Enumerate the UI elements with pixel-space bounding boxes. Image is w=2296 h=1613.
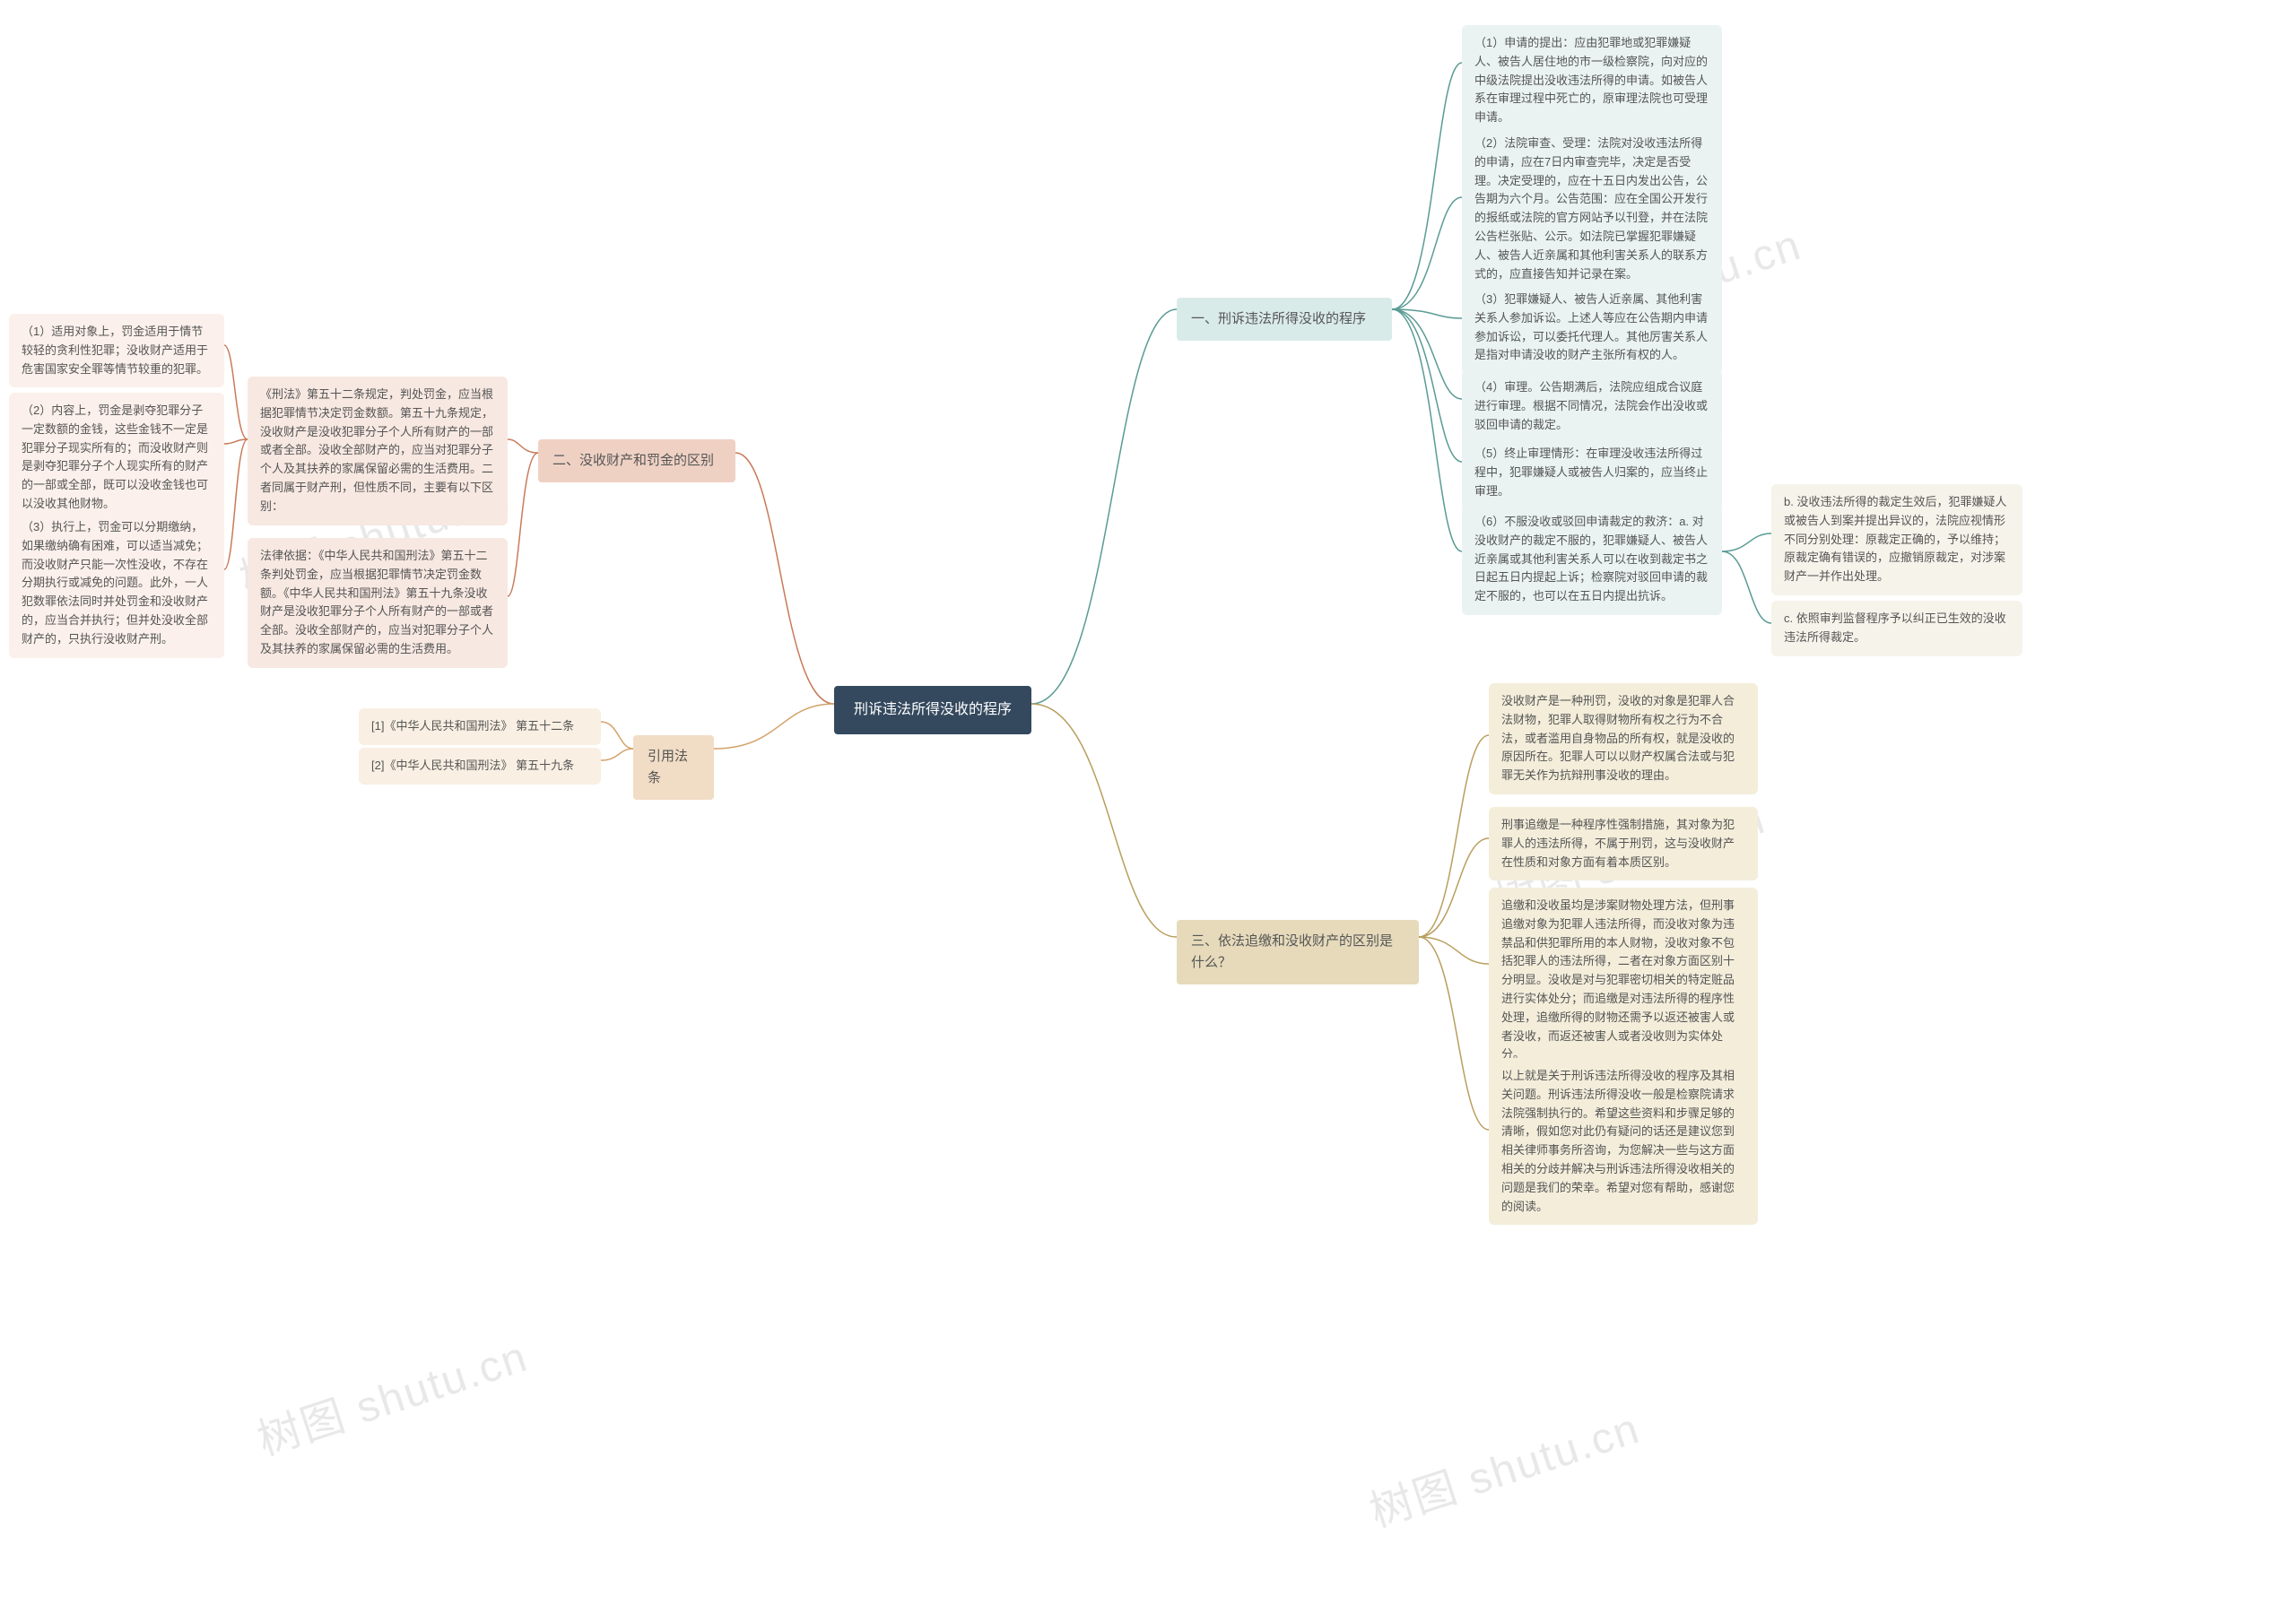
branch-1-child-2: （2）法院审查、受理：法院对没收违法所得的申请，应在7日内审查完毕，决定是否受理… (1462, 126, 1722, 292)
branch-1-child-6-sub-c: c. 依照审判监督程序予以纠正已生效的没收违法所得裁定。 (1771, 601, 2022, 656)
branch-2-child-1-sub-2: （2）内容上，罚金是剥夺犯罪分子一定数额的金钱，这些金钱不一定是犯罪分子现实所有… (9, 393, 224, 523)
watermark: 树图 shutu.cn (248, 1321, 535, 1467)
branch-4-child-2: [2]《中华人民共和国刑法》 第五十九条 (359, 748, 601, 785)
branch-1-child-5: （5）终止审理情形：在审理没收违法所得过程中，犯罪嫌疑人或被告人归案的，应当终止… (1462, 436, 1722, 509)
branch-2-child-1-sub-1: （1）适用对象上，罚金适用于情节较轻的贪利性犯罪；没收财产适用于危害国家安全罪等… (9, 314, 224, 387)
branch-1: 一、刑诉违法所得没收的程序 (1177, 298, 1392, 341)
connector-lines (0, 0, 2296, 1613)
branch-2-child-1: 《刑法》第五十二条规定，判处罚金，应当根据犯罪情节决定罚金数额。第五十九条规定，… (248, 377, 508, 525)
branch-1-child-3: （3）犯罪嫌疑人、被告人近亲属、其他利害关系人参加诉讼。上述人等应在公告期内申请… (1462, 282, 1722, 374)
branch-4: 引用法条 (633, 735, 714, 800)
root-node: 刑诉违法所得没收的程序 (834, 686, 1031, 734)
branch-3: 三、依法追缴和没收财产的区别是什么？ (1177, 920, 1419, 984)
branch-4-child-1: [1]《中华人民共和国刑法》 第五十二条 (359, 708, 601, 745)
branch-2-child-1-sub-3: （3）执行上，罚金可以分期缴纳，如果缴纳确有困难，可以适当减免；而没收财产只能一… (9, 509, 224, 658)
branch-3-child-4: 以上就是关于刑诉违法所得没收的程序及其相关问题。刑诉违法所得没收一般是检察院请求… (1489, 1058, 1758, 1225)
branch-2: 二、没收财产和罚金的区别 (538, 439, 735, 482)
branch-1-child-4: （4）审理。公告期满后，法院应组成合议庭进行审理。根据不同情况，法院会作出没收或… (1462, 369, 1722, 443)
branch-1-child-6: （6）不服没收或驳回申请裁定的救济：a. 对没收财产的裁定不服的，犯罪嫌疑人、被… (1462, 504, 1722, 615)
branch-2-child-2: 法律依据：《中华人民共和国刑法》第五十二条判处罚金，应当根据犯罪情节决定罚金数额… (248, 538, 508, 668)
branch-1-child-1: （1）申请的提出：应由犯罪地或犯罪嫌疑人、被告人居住地的市一级检察院，向对应的中… (1462, 25, 1722, 136)
branch-3-child-1: 没收财产是一种刑罚，没收的对象是犯罪人合法财物，犯罪人取得财物所有权之行为不合法… (1489, 683, 1758, 794)
branch-1-child-6-sub-b: b. 没收违法所得的裁定生效后，犯罪嫌疑人或被告人到案并提出异议的，法院应视情形… (1771, 484, 2022, 595)
watermark: 树图 shutu.cn (1361, 1392, 1647, 1539)
branch-3-child-2: 刑事追缴是一种程序性强制措施，其对象为犯罪人的违法所得，不属于刑罚，这与没收财产… (1489, 807, 1758, 880)
branch-3-child-3: 追缴和没收虽均是涉案财物处理方法，但刑事追缴对象为犯罪人违法所得，而没收对象为违… (1489, 888, 1758, 1073)
